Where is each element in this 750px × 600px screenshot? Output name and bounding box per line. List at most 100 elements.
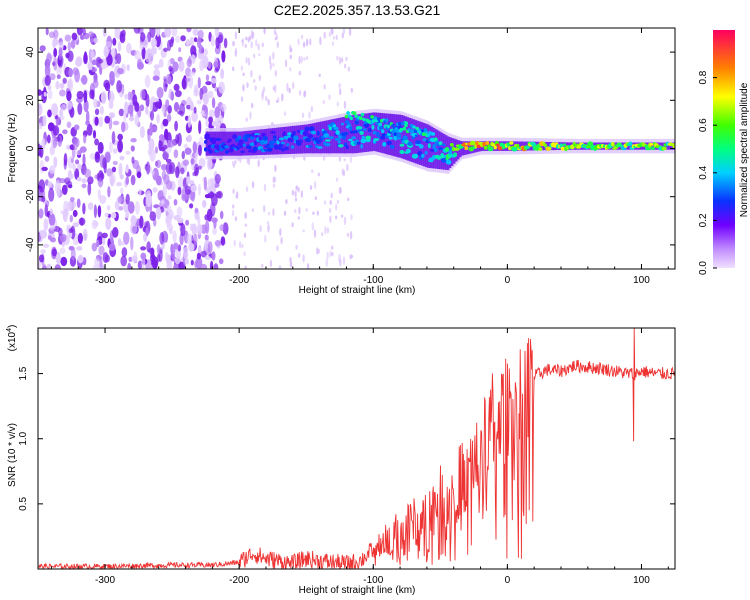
noise-mark: [319, 36, 322, 46]
y-tick-label: 1.0: [18, 431, 29, 445]
signal-mark: [306, 137, 311, 143]
snr-marks: [38, 328, 675, 569]
noise-mark: [210, 77, 217, 84]
noise-mark: [183, 143, 189, 149]
colorbar-gradient: [713, 30, 735, 268]
noise-mark: [326, 251, 329, 261]
noise-mark: [56, 66, 60, 74]
noise-mark: [216, 190, 223, 199]
x-tick-label: 0: [505, 575, 511, 586]
noise-mark: [140, 246, 147, 251]
noise-mark: [145, 193, 152, 208]
noise-mark: [254, 85, 257, 91]
noise-mark: [73, 124, 80, 131]
noise-mark: [77, 149, 83, 155]
spectrogram-x-label: Height of straight line (km): [299, 285, 416, 296]
signal-mark: [423, 128, 428, 132]
noise-mark: [274, 84, 277, 93]
noise-mark: [305, 38, 309, 47]
noise-mark: [68, 228, 74, 234]
signal-mark: [414, 153, 419, 159]
noise-mark: [136, 171, 142, 179]
signal-band: [354, 114, 357, 154]
noise-mark: [273, 176, 277, 183]
noise-mark: [201, 85, 208, 96]
noise-mark: [193, 84, 199, 94]
signal-mark: [448, 150, 453, 155]
noise-mark: [149, 99, 153, 112]
signal-mark: [232, 134, 238, 140]
signal-mark: [351, 136, 357, 140]
noise-mark: [53, 156, 58, 168]
noise-mark: [167, 105, 172, 114]
noise-mark: [93, 204, 97, 218]
noise-mark: [205, 81, 212, 86]
signal-mark: [367, 120, 371, 124]
noise-mark: [280, 236, 283, 245]
noise-mark: [211, 97, 216, 109]
noise-mark: [159, 232, 165, 245]
noise-mark: [105, 41, 112, 48]
noise-mark: [46, 263, 52, 269]
signal-mark: [365, 135, 372, 140]
noise-mark: [274, 37, 278, 41]
noise-mark: [166, 213, 171, 224]
colorbar-tick-label: 0.6: [698, 118, 709, 132]
signal-mark: [506, 142, 511, 147]
signal-mark: [345, 145, 349, 150]
noise-mark: [59, 233, 67, 243]
noise-mark: [175, 134, 180, 144]
noise-mark: [69, 214, 74, 223]
noise-mark: [119, 174, 125, 180]
noise-mark: [76, 198, 81, 208]
noise-mark: [162, 144, 168, 150]
signal-mark: [402, 126, 407, 131]
signal-mark: [411, 136, 416, 140]
noise-mark: [112, 37, 117, 46]
snr-y-ticks: 0.5 1.0 1.5: [18, 366, 675, 511]
noise-mark: [128, 256, 133, 262]
noise-mark: [297, 38, 300, 46]
noise-mark: [285, 199, 288, 205]
noise-mark: [348, 28, 352, 36]
noise-mark: [170, 91, 175, 101]
noise-mark: [191, 110, 198, 123]
noise-mark: [99, 195, 107, 204]
snr-plot: -300 -200 -100 0 100 0.5 1.0 1.5 Height of str…: [6, 325, 676, 596]
signal-mark: [427, 138, 431, 142]
signal-mark: [610, 141, 615, 147]
noise-mark: [158, 139, 163, 151]
noise-mark: [140, 89, 146, 101]
signal-mark: [413, 129, 418, 133]
signal-mark: [204, 133, 210, 138]
noise-mark: [175, 35, 181, 43]
colorbar-tick-label: 0.2: [698, 213, 709, 227]
noise-mark: [181, 150, 185, 160]
signal-mark: [238, 139, 244, 144]
noise-mark: [104, 82, 111, 92]
noise-mark: [276, 41, 279, 49]
noise-mark: [126, 64, 130, 72]
signal-band: [630, 142, 633, 150]
noise-mark: [112, 160, 118, 166]
noise-mark: [97, 231, 103, 241]
signal-band: [463, 141, 466, 156]
signal-band: [668, 142, 671, 150]
signal-mark: [363, 123, 370, 128]
noise-mark: [111, 166, 117, 173]
signal-mark: [261, 132, 266, 137]
noise-mark: [154, 101, 162, 109]
noise-mark: [341, 32, 344, 39]
noise-mark: [222, 222, 229, 235]
noise-mark: [265, 96, 268, 102]
noise-mark: [131, 156, 135, 164]
noise-mark: [350, 87, 353, 93]
signal-mark: [359, 116, 363, 121]
noise-mark: [104, 212, 109, 218]
noise-mark: [82, 228, 88, 242]
signal-band: [439, 131, 442, 170]
signal-band: [225, 131, 229, 156]
noise-mark: [311, 169, 314, 173]
noise-mark: [295, 244, 298, 250]
noise-mark: [154, 146, 159, 154]
